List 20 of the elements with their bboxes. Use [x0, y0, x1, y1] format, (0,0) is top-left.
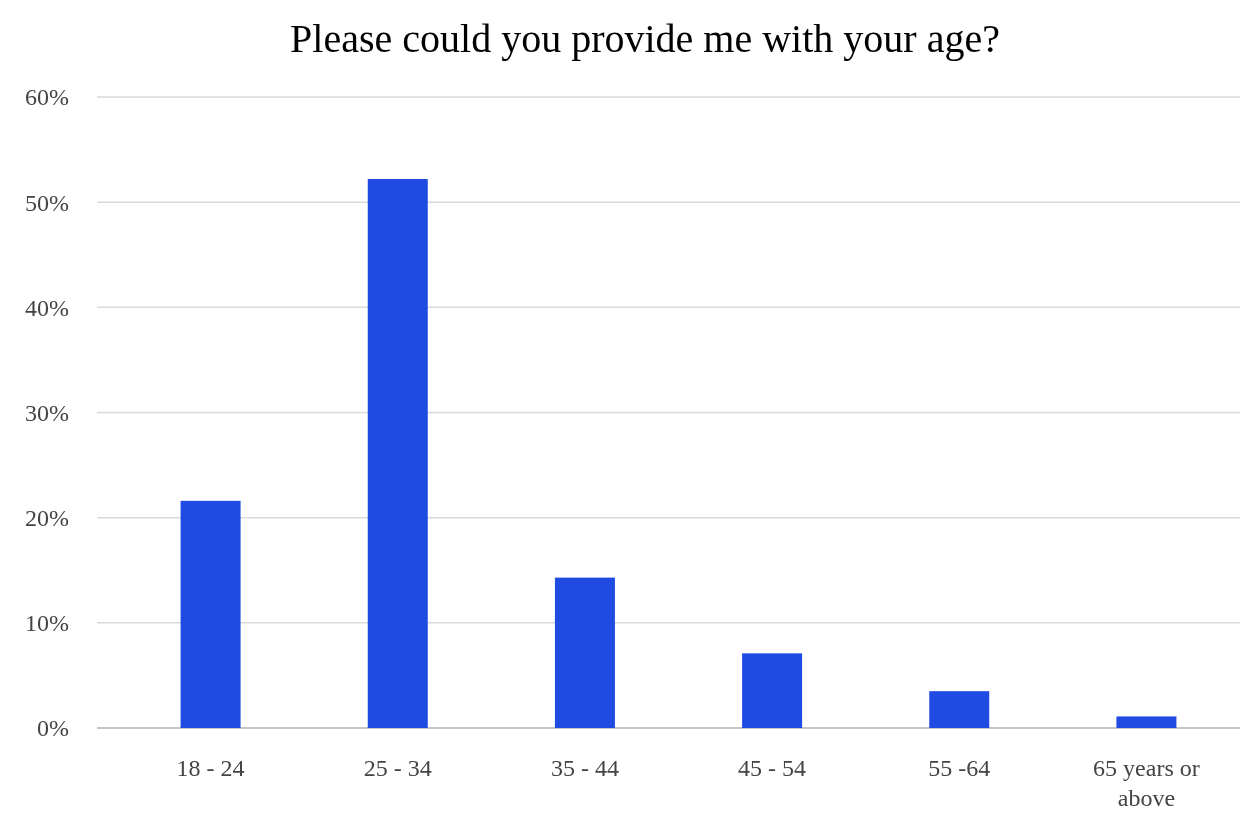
y-tick-label: 0%	[37, 715, 69, 742]
bar	[1116, 716, 1177, 728]
y-tick-label: 60%	[25, 84, 69, 111]
y-tick-label: 50%	[25, 189, 69, 216]
bar	[742, 653, 803, 728]
x-tick-label: 25 - 34	[363, 755, 432, 781]
bar	[929, 691, 990, 728]
chart-title: Please could you provide me with your age?	[290, 16, 1000, 61]
y-tick-label: 20%	[25, 505, 69, 532]
y-tick-label: 10%	[25, 610, 69, 637]
y-tick-label: 40%	[25, 294, 69, 321]
bar	[180, 500, 241, 728]
x-tick-label: 65 years or above	[1093, 755, 1200, 811]
x-tick-label: 35 - 44	[550, 755, 619, 781]
x-tick-label: 45 - 54	[738, 755, 807, 781]
bar	[554, 577, 615, 728]
bar	[367, 179, 428, 728]
x-tick-label: 55 -64	[928, 755, 991, 781]
x-tick-label: 18 - 24	[176, 755, 245, 781]
y-tick-label: 30%	[25, 399, 69, 426]
